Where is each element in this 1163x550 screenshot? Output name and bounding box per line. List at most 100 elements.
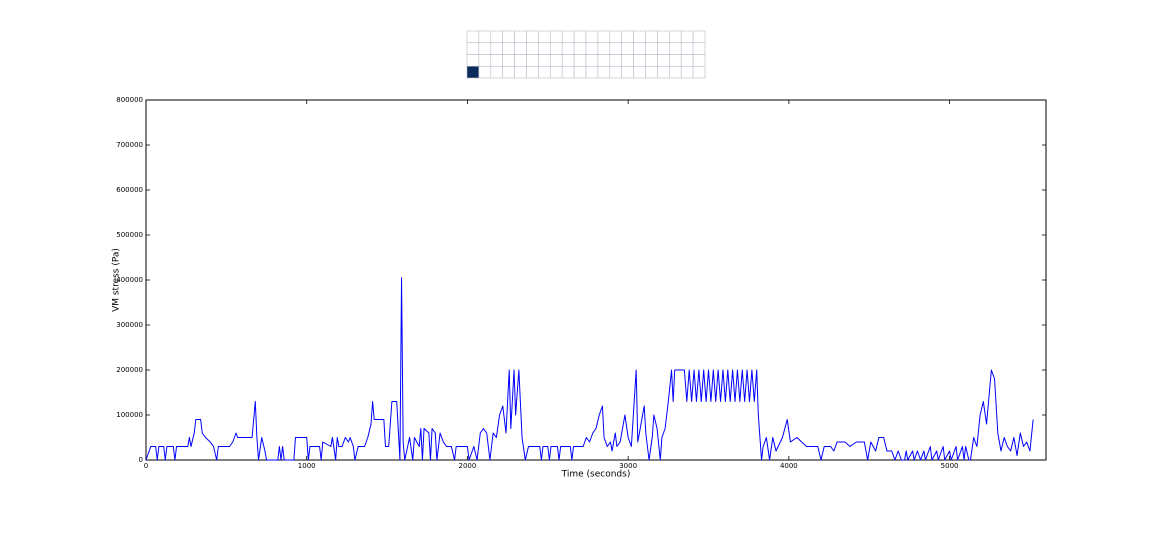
grid-cell	[645, 54, 658, 67]
grid-cell	[597, 30, 611, 44]
grid-cell	[478, 65, 492, 79]
grid-cell	[621, 54, 634, 67]
grid-cell	[466, 65, 480, 79]
grid-cell	[478, 30, 492, 44]
grid-cell	[692, 54, 706, 67]
grid-cell	[657, 30, 670, 44]
grid-cell	[514, 65, 527, 79]
grid-cell	[645, 30, 658, 44]
grid-cell	[633, 30, 646, 44]
grid-cell	[609, 54, 622, 67]
x-tick-label: 5000	[941, 462, 959, 470]
grid-cell	[585, 30, 599, 44]
grid-cell	[680, 30, 694, 44]
grid-cell	[478, 42, 492, 55]
grid-cell	[478, 54, 492, 67]
grid-cell	[561, 42, 575, 55]
grid-cell	[657, 65, 670, 79]
grid-cell	[680, 54, 694, 67]
grid-cell	[526, 65, 539, 79]
x-tick-label: 2000	[459, 462, 477, 470]
grid-cell	[466, 30, 480, 44]
grid-cell	[466, 42, 480, 55]
grid-cell	[561, 30, 575, 44]
y-tick-label: 800000	[116, 96, 143, 104]
grid-cell	[668, 42, 682, 55]
x-axis-label: Time (seconds)	[561, 470, 631, 480]
y-tick-label: 700000	[116, 141, 143, 149]
grid-cell	[514, 30, 527, 44]
grid-cell	[668, 54, 682, 67]
grid-cell	[585, 65, 599, 79]
y-tick-label: 200000	[116, 366, 143, 374]
grid-cell	[609, 65, 622, 79]
grid-cell	[538, 42, 551, 55]
y-axis-label: VM stress (Pa)	[112, 248, 122, 312]
grid-cell	[573, 30, 587, 44]
x-tick-label: 1000	[298, 462, 316, 470]
grid-cell	[621, 30, 634, 44]
grid-cell	[668, 30, 682, 44]
grid-cell	[490, 42, 503, 55]
grid-cell	[680, 42, 694, 55]
grid-cell	[692, 65, 706, 79]
grid-cell	[621, 65, 634, 79]
grid-cell	[668, 65, 682, 79]
grid-cell	[633, 42, 646, 55]
grid-cell	[538, 30, 551, 44]
grid-cell	[657, 42, 670, 55]
grid-cell	[502, 54, 515, 67]
grid-cell	[585, 54, 599, 67]
grid-cell	[561, 65, 575, 79]
grid-cell	[526, 30, 539, 44]
grid-cell	[526, 54, 539, 67]
grid-cell	[597, 42, 611, 55]
grid-cell	[561, 54, 575, 67]
grid-cell	[657, 54, 670, 67]
y-tick-label: 500000	[116, 231, 143, 239]
grid-cell	[692, 42, 706, 55]
y-tick-label: 600000	[116, 186, 143, 194]
grid-cell	[645, 42, 658, 55]
grid-cell	[502, 65, 515, 79]
grid-cell	[633, 65, 646, 79]
grid-cell	[549, 54, 563, 67]
grid-cell	[490, 30, 503, 44]
grid-cell	[549, 30, 563, 44]
grid-cell	[573, 42, 587, 55]
x-tick-label: 3000	[619, 462, 637, 470]
x-tick-label: 4000	[780, 462, 798, 470]
grid-cell	[526, 42, 539, 55]
grid-cell	[466, 54, 480, 67]
y-tick-label: 0	[139, 456, 143, 464]
plot-frame	[145, 99, 1047, 461]
x-tick-label: 0	[144, 462, 148, 470]
grid-cell	[514, 54, 527, 67]
cell-grid	[466, 30, 706, 79]
grid-cell	[490, 65, 503, 79]
grid-cell	[621, 42, 634, 55]
grid-cell	[645, 65, 658, 79]
grid-cell	[573, 65, 587, 79]
grid-cell	[573, 54, 587, 67]
y-tick-label: 400000	[116, 276, 143, 284]
y-tick-label: 100000	[116, 411, 143, 419]
grid-cell	[609, 30, 622, 44]
grid-cell	[633, 54, 646, 67]
data-line	[145, 277, 1034, 461]
grid-cell	[549, 65, 563, 79]
grid-cell	[609, 42, 622, 55]
grid-cell	[680, 65, 694, 79]
grid-cell	[585, 42, 599, 55]
grid-cell	[502, 42, 515, 55]
grid-cell	[490, 54, 503, 67]
grid-cell	[549, 42, 563, 55]
grid-cell	[514, 42, 527, 55]
grid-cell	[597, 54, 611, 67]
y-tick-label: 300000	[116, 321, 143, 329]
grid-cell	[692, 30, 706, 44]
grid-cell	[597, 65, 611, 79]
grid-cell	[502, 30, 515, 44]
